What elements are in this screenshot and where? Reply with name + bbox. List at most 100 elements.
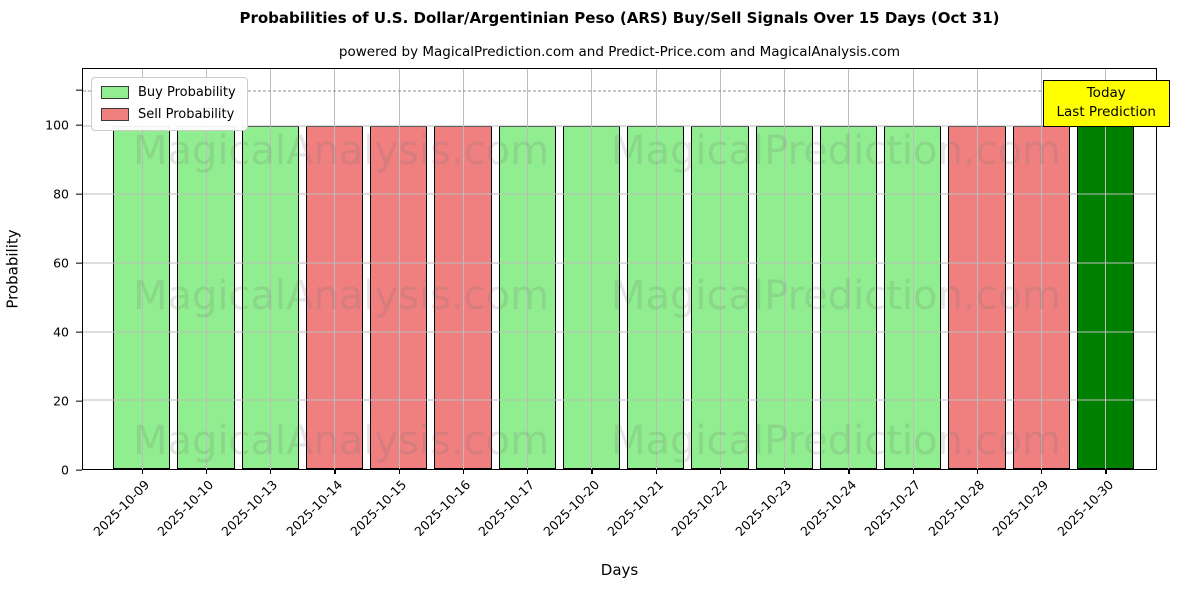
x-axis-label: Days [600, 561, 639, 579]
gridline-x [591, 69, 593, 469]
x-tick-label: 2025-10-14 [282, 477, 345, 539]
x-tick-mark [784, 469, 786, 474]
x-tick-mark [1105, 469, 1107, 474]
x-tick-mark [655, 469, 657, 474]
y-tick-mark [76, 331, 82, 333]
x-tick-label: 2025-10-15 [347, 477, 410, 539]
legend-entry-buy: Buy Probability [101, 85, 236, 100]
gridline-x [912, 69, 914, 469]
x-tick-label: 2025-10-13 [218, 477, 281, 539]
x-tick-mark [1041, 469, 1043, 474]
legend-label-sell: Sell Probability [138, 107, 235, 122]
x-tick-mark [912, 469, 914, 474]
bar-slot-2025-10-24: 2025-10-24 [797, 69, 877, 539]
bar-slot-2025-10-17: 2025-10-17 [476, 69, 556, 539]
buy-swatch-icon [101, 86, 129, 99]
x-tick-mark [205, 469, 208, 474]
bar-slot-2025-10-09: 2025-10-09 [90, 69, 171, 539]
gridline-x [719, 69, 721, 469]
bar-slot-2025-10-21: 2025-10-21 [604, 69, 685, 539]
x-tick-label: 2025-10-20 [539, 477, 602, 539]
x-tick-mark [270, 469, 272, 474]
gridline-y-80 [83, 193, 1156, 195]
gridline-x [462, 69, 464, 469]
y-tick-mark [76, 469, 82, 471]
gridline-x [270, 69, 272, 469]
gridline-x [1105, 69, 1107, 469]
plot-area: 2025-10-09 2025-10-10 2025-10-13 2025-10-14… [82, 68, 1170, 539]
y-axis-ticks: 0 20 40 60 80 100 [0, 68, 82, 478]
x-tick-label: 2025-10-16 [411, 477, 474, 539]
y-tick-mark [76, 89, 82, 92]
bar-slot-2025-10-10: 2025-10-10 [154, 69, 235, 539]
x-tick-label: 2025-10-21 [604, 477, 667, 539]
gridline-x [141, 69, 143, 469]
today-annotation: Today Last Prediction [1042, 80, 1170, 127]
gridline-y-40 [83, 331, 1156, 333]
x-tick-mark [398, 469, 400, 474]
legend-label-buy: Buy Probability [138, 85, 236, 100]
x-tick-label: 2025-10-30 [1053, 477, 1116, 539]
y-tick-label: 20 [53, 393, 69, 409]
x-tick-label: 2025-10-24 [796, 477, 859, 539]
bar-slot-2025-10-27: 2025-10-27 [861, 69, 942, 539]
gridline-x [205, 69, 207, 469]
gridline-y-60 [83, 262, 1156, 264]
y-tick-label: 0 [61, 462, 69, 478]
gridline-y-100 [83, 125, 1156, 127]
gridline-x [784, 69, 786, 469]
bar-slot-2025-10-22: 2025-10-22 [668, 69, 749, 539]
legend-entry-sell: Sell Probability [101, 107, 236, 122]
bar-slot-2025-10-23: 2025-10-23 [733, 69, 813, 539]
y-tick-label: 100 [45, 117, 69, 133]
gridline-x [848, 69, 850, 469]
y-tick-label: 60 [53, 255, 69, 271]
x-tick-label: 2025-10-17 [475, 477, 538, 539]
x-tick-label: 2025-10-23 [732, 477, 795, 539]
gridline-x [655, 69, 657, 469]
bars-container: 2025-10-09 2025-10-10 2025-10-13 2025-10-14… [90, 69, 1134, 539]
y-tick-mark [76, 124, 82, 126]
x-tick-label: 2025-10-22 [668, 477, 731, 539]
bar-slot-2025-10-13: 2025-10-13 [219, 69, 299, 539]
chart-subtitle: powered by MagicalPrediction.com and Pre… [338, 44, 901, 60]
y-tick-mark [76, 193, 82, 195]
x-tick-label: 2025-10-28 [925, 477, 988, 539]
x-tick-label: 2025-10-27 [861, 477, 924, 539]
chart-title: Probabilities of U.S. Dollar/Argentinian… [239, 9, 1000, 27]
x-tick-label: 2025-10-10 [154, 477, 217, 539]
sell-swatch-icon [101, 108, 129, 121]
bar-slot-2025-10-20: 2025-10-20 [540, 69, 620, 539]
today-annotation-line2: Last Prediction [1056, 103, 1156, 120]
threshold-dashed-line [83, 90, 1156, 92]
y-tick-label: 80 [53, 186, 69, 202]
gridline-y-20 [83, 399, 1156, 401]
gridline-x [398, 69, 400, 469]
y-tick-mark [76, 400, 82, 402]
bar-slot-2025-10-14: 2025-10-14 [283, 69, 363, 539]
y-tick-mark [76, 262, 82, 264]
y-tick-label: 40 [53, 324, 69, 340]
x-tick-mark [527, 469, 529, 474]
gridline-x [334, 69, 336, 469]
x-tick-mark [976, 469, 979, 474]
x-tick-label: 2025-10-29 [989, 477, 1052, 539]
x-tick-mark [591, 469, 593, 474]
bar-slot-2025-10-28: 2025-10-28 [925, 69, 1006, 539]
x-tick-mark [141, 469, 143, 474]
x-tick-mark [334, 469, 336, 474]
bar-slot-2025-10-30: 2025-10-30 [1054, 69, 1134, 539]
x-tick-label: 2025-10-09 [90, 477, 153, 539]
x-tick-mark [848, 469, 850, 474]
x-tick-mark [462, 469, 465, 474]
x-tick-mark [719, 469, 722, 474]
bar-slot-2025-10-15: 2025-10-15 [347, 69, 428, 539]
legend: Buy Probability Sell Probability [91, 77, 248, 131]
today-annotation-line1: Today [1086, 85, 1126, 101]
gridline-x [976, 69, 978, 469]
gridline-x [527, 69, 529, 469]
bar-slot-2025-10-29: 2025-10-29 [990, 69, 1070, 539]
gridline-x [1041, 69, 1043, 469]
bar-slot-2025-10-16: 2025-10-16 [411, 69, 492, 539]
